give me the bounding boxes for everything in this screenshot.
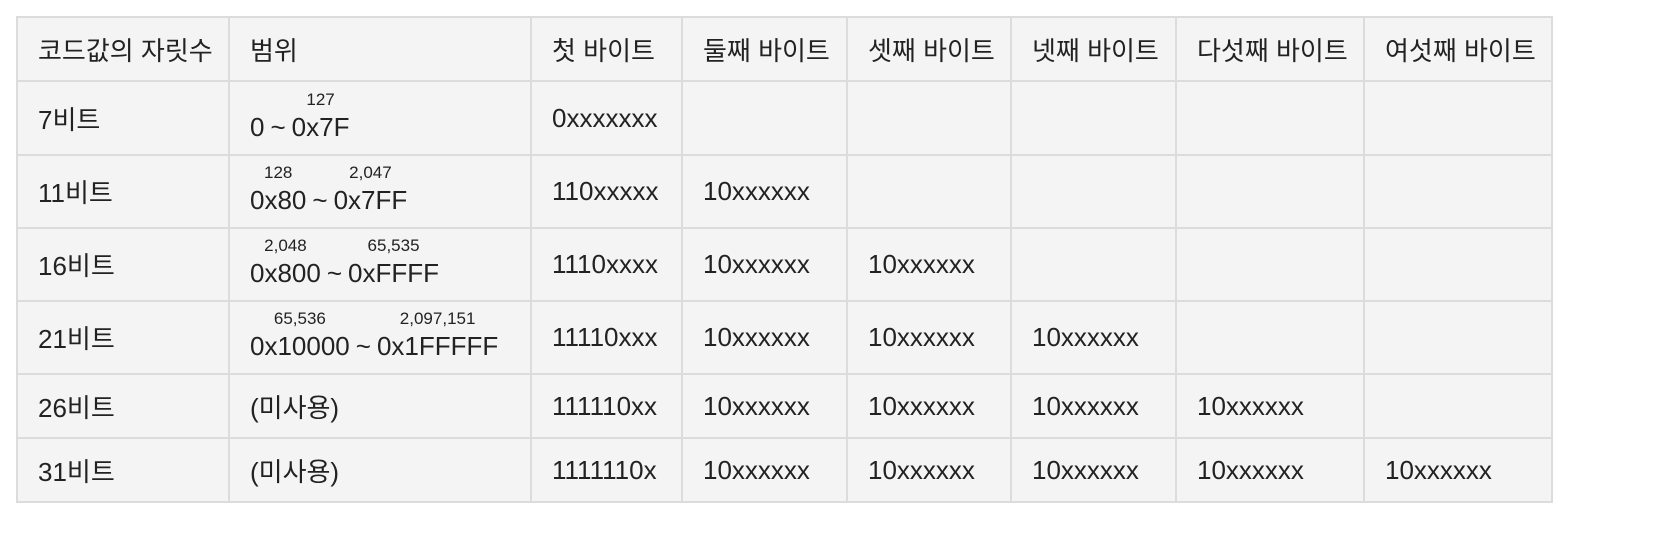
range-to-hex: 0x7FF (333, 185, 408, 215)
range-to-hex: 0x1FFFFF (376, 331, 499, 361)
range-from-decimal: 128 (264, 163, 293, 182)
range-to-hex: 0xFFFF (348, 258, 440, 288)
range-to: 2,047 0x7FF (333, 164, 408, 215)
range-from-decimal: 65,536 (273, 309, 326, 328)
range-to: 65,535 0xFFFF (348, 237, 440, 288)
byte-cell (681, 80, 848, 156)
range-from-hex: 0x80 (250, 185, 307, 215)
byte-cell: 10xxxxxx (681, 300, 848, 375)
bits-cell: 21비트 (16, 300, 230, 375)
byte-cell: 10xxxxxx (1010, 300, 1177, 375)
range-expression: 128 0x80 ~2,047 0x7FF (250, 164, 408, 215)
header-byte-6: 여섯째 바이트 (1363, 16, 1553, 82)
table-row: 7비트 0 ~127 0x7F 0xxxxxxx (16, 80, 1553, 156)
range-expression: 2,048 0x800 ~65,535 0xFFFF (250, 237, 440, 288)
byte-cell: 10xxxxxx (681, 437, 848, 503)
range-cell: 128 0x80 ~2,047 0x7FF (228, 154, 532, 229)
byte-cell: 111110xx (530, 373, 683, 439)
range-cell: (미사용) (228, 373, 532, 439)
byte-cell (1010, 80, 1177, 156)
bits-cell: 16비트 (16, 227, 230, 302)
range-to-decimal: 65,535 (367, 236, 420, 255)
header-byte-3: 셋째 바이트 (846, 16, 1012, 82)
range-from: 65,536 0x10000 (250, 310, 350, 361)
byte-cell: 10xxxxxx (1363, 437, 1553, 503)
table-row: 16비트 2,048 0x800 ~65,535 0xFFFF 1110xxxx 10… (16, 227, 1553, 302)
bits-cell: 26비트 (16, 373, 230, 439)
byte-cell (1175, 227, 1365, 302)
range-expression: 0 ~127 0x7F (250, 91, 350, 142)
byte-cell: 10xxxxxx (1175, 437, 1365, 503)
range-to: 127 0x7F (291, 91, 350, 142)
range-cell: 2,048 0x800 ~65,535 0xFFFF (228, 227, 532, 302)
byte-cell (846, 80, 1012, 156)
byte-cell (1363, 80, 1553, 156)
header-row: 코드값의 자릿수 범위 첫 바이트 둘째 바이트 셋째 바이트 넷째 바이트 다… (16, 16, 1553, 82)
range-to-decimal: 2,097,151 (399, 309, 476, 328)
byte-cell: 10xxxxxx (846, 300, 1012, 375)
range-from: 2,048 0x800 (250, 237, 321, 288)
range-from-hex: 0x10000 (250, 331, 350, 361)
table-row: 21비트 65,536 0x10000 ~2,097,151 0x1FFFFF 111… (16, 300, 1553, 375)
byte-cell (1175, 300, 1365, 375)
range-expression: 65,536 0x10000 ~2,097,151 0x1FFFFF (250, 310, 499, 361)
byte-cell: 10xxxxxx (846, 437, 1012, 503)
byte-cell: 10xxxxxx (846, 373, 1012, 439)
range-tilde: ~ (270, 111, 286, 142)
byte-cell (846, 154, 1012, 229)
range-cell: 65,536 0x10000 ~2,097,151 0x1FFFFF (228, 300, 532, 375)
table-row: 11비트 128 0x80 ~2,047 0x7FF 110xxxxx 10xxxxx… (16, 154, 1553, 229)
byte-cell: 10xxxxxx (681, 154, 848, 229)
byte-cell (1363, 373, 1553, 439)
byte-cell: 10xxxxxx (1010, 373, 1177, 439)
range-to-decimal: 127 (306, 89, 335, 109)
header-byte-1: 첫 바이트 (530, 16, 683, 82)
utf8-encoding-table: 코드값의 자릿수 범위 첫 바이트 둘째 바이트 셋째 바이트 넷째 바이트 다… (16, 16, 1553, 503)
byte-cell: 1111110x (530, 437, 683, 503)
byte-cell (1010, 154, 1177, 229)
byte-cell: 11110xxx (530, 300, 683, 375)
header-byte-4: 넷째 바이트 (1010, 16, 1177, 82)
range-from-hex: 0x800 (250, 258, 321, 288)
bits-cell: 31비트 (16, 437, 230, 503)
header-bits: 코드값의 자릿수 (16, 16, 230, 82)
byte-cell (1175, 154, 1365, 229)
byte-cell: 10xxxxxx (1010, 437, 1177, 503)
range-tilde: ~ (355, 331, 371, 361)
header-byte-2: 둘째 바이트 (681, 16, 848, 82)
byte-cell (1363, 227, 1553, 302)
byte-cell: 110xxxxx (530, 154, 683, 229)
range-from: 128 0x80 (250, 164, 307, 215)
byte-cell (1363, 154, 1553, 229)
range-cell: 0 ~127 0x7F (228, 80, 532, 156)
byte-cell: 1110xxxx (530, 227, 683, 302)
byte-cell (1010, 227, 1177, 302)
byte-cell: 10xxxxxx (681, 373, 848, 439)
bits-cell: 11비트 (16, 154, 230, 229)
byte-cell: 0xxxxxxx (530, 80, 683, 156)
range-from: 0 (250, 111, 265, 142)
range-to-decimal: 2,047 (349, 163, 392, 182)
range-tilde: ~ (312, 185, 328, 215)
byte-cell: 10xxxxxx (846, 227, 1012, 302)
byte-cell: 10xxxxxx (681, 227, 848, 302)
bits-cell: 7비트 (16, 80, 230, 156)
table-row: 31비트 (미사용) 1111110x 10xxxxxx 10xxxxxx 10… (16, 437, 1553, 503)
range-to: 2,097,151 0x1FFFFF (376, 310, 499, 361)
range-to-hex: 0x7F (291, 111, 350, 142)
range-from-decimal: 2,048 (264, 236, 307, 255)
header-byte-5: 다섯째 바이트 (1175, 16, 1365, 82)
byte-cell (1363, 300, 1553, 375)
byte-cell: 10xxxxxx (1175, 373, 1365, 439)
header-range: 범위 (228, 16, 532, 82)
range-tilde: ~ (326, 258, 343, 288)
table-row: 26비트 (미사용) 111110xx 10xxxxxx 10xxxxxx 10… (16, 373, 1553, 439)
byte-cell (1175, 80, 1365, 156)
range-cell: (미사용) (228, 437, 532, 503)
